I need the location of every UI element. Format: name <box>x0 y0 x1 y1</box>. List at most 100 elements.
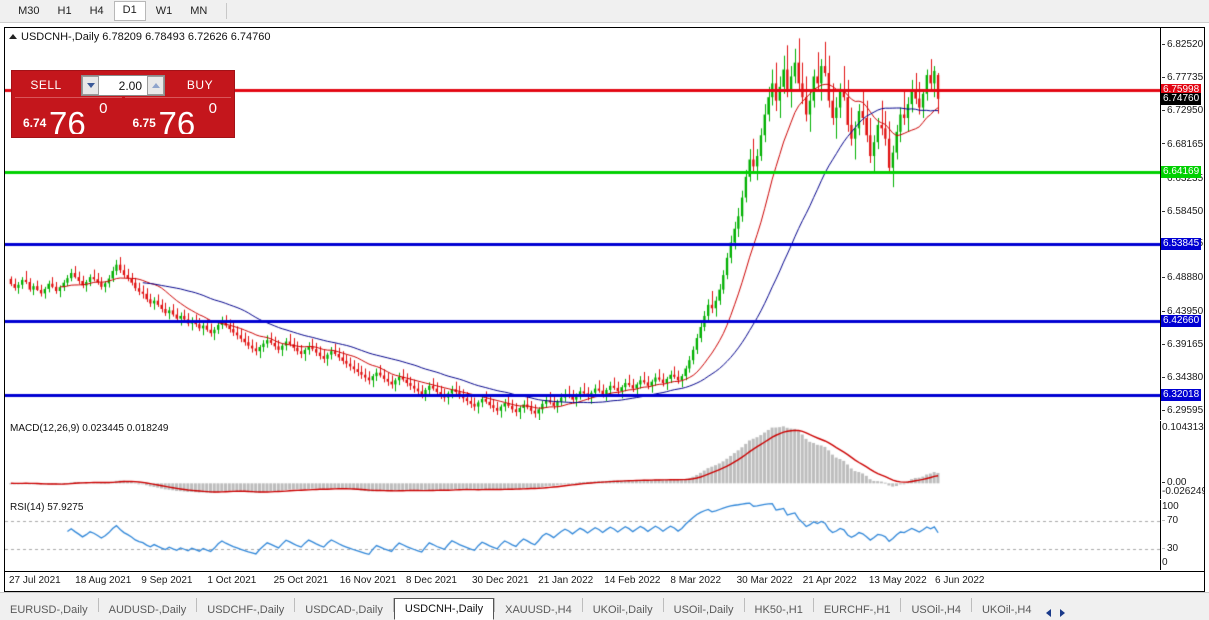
price-tick: 6.48880 <box>1162 272 1203 283</box>
date-axis: 27 Jul 2021 18 Aug 2021 9 Sep 2021 1 Oct 20… <box>5 571 1204 591</box>
rsi-tick: 0 <box>1162 557 1168 568</box>
sell-price-pips: 76 <box>49 105 86 134</box>
price-tick: 6.34380 <box>1162 373 1203 383</box>
chevron-up-icon <box>151 83 160 88</box>
rsi-scale: 100 70 30 0 <box>1160 500 1204 570</box>
buy-price-prefix: 6.75 <box>132 116 156 130</box>
buy-price-fraction: 0 <box>208 100 217 117</box>
date-label: 30 Dec 2021 <box>472 575 529 586</box>
price-tick: 6.82520 <box>1162 40 1203 50</box>
timeframe-m30[interactable]: M30 <box>18 5 40 17</box>
timeframe-h1[interactable]: H1 <box>57 5 72 17</box>
macd-pane[interactable]: MACD(12,26,9) 0.023445 0.018249 0.104313… <box>5 421 1204 499</box>
tab-separator <box>392 598 394 612</box>
chart-header-label: USDCNH-,Daily 6.78209 6.78493 6.72626 6.… <box>21 31 271 43</box>
price-tick: 6.29595 <box>1162 406 1203 416</box>
tab-scroll-left-icon[interactable] <box>1045 609 1051 617</box>
tab-usoil-daily[interactable]: USOil-,Daily <box>673 604 734 616</box>
price-tag-green: 6.64169 <box>1161 166 1202 179</box>
price-tag-blue: 6.53845 <box>1161 237 1202 250</box>
tab-separator <box>97 598 99 612</box>
price-tick: 6.58450 <box>1162 206 1203 217</box>
tab-separator <box>970 598 972 612</box>
date-label: 16 Nov 2021 <box>339 575 397 586</box>
chart-tabbar: EURUSD-,Daily AUDUSD-,Daily USDCHF-,Daily U… <box>0 592 1209 620</box>
price-tick: 6.68165 <box>1162 139 1203 150</box>
macd-label: MACD(12,26,9) 0.023445 0.018249 <box>10 423 169 434</box>
buy-button[interactable]: BUY <box>169 75 231 96</box>
tab-separator <box>494 598 496 612</box>
timeframe-5[interactable]: 5 <box>0 2 8 20</box>
date-label: 1 Oct 2021 <box>207 575 257 586</box>
date-label: 6 Jun 2022 <box>935 575 985 586</box>
tab-eurusd-daily[interactable]: EURUSD-,Daily <box>10 604 88 616</box>
chevron-down-icon <box>86 83 95 88</box>
timeframe-h4[interactable]: H4 <box>89 5 104 17</box>
date-label: 14 Feb 2022 <box>604 575 661 586</box>
date-label: 27 Jul 2021 <box>9 575 61 586</box>
volume-input[interactable]: 2.00 <box>118 78 142 93</box>
volume-increase-button[interactable] <box>147 76 164 95</box>
macd-tick: 0.00 <box>1162 478 1186 488</box>
rsi-tick: 30 <box>1162 544 1178 554</box>
tab-audusd-daily[interactable]: AUDUSD-,Daily <box>108 604 187 616</box>
price-scale-axis <box>1160 28 1161 420</box>
buy-price-display[interactable]: 6.75 76 0 <box>124 97 231 134</box>
rsi-pane[interactable]: RSI(14) 57.9275 100 70 30 0 <box>5 500 1204 570</box>
tab-separator <box>900 598 902 612</box>
tab-usdcnh-daily[interactable]: USDCNH-,Daily <box>393 598 495 620</box>
date-label: 9 Sep 2021 <box>141 575 193 586</box>
tab-usdchf-daily[interactable]: USDCHF-,Daily <box>207 604 285 616</box>
volume-stepper[interactable]: 2.00 <box>81 75 165 96</box>
tab-ukoil-daily[interactable]: UKOil-,Daily <box>592 604 653 616</box>
timeframe-w1[interactable]: W1 <box>155 5 173 17</box>
rsi-scale-axis <box>1160 500 1161 570</box>
tab-ukoil-h4[interactable]: UKOil-,H4 <box>981 604 1032 616</box>
volume-decrease-button[interactable] <box>82 76 99 95</box>
tab-separator <box>581 598 583 612</box>
timeframe-toolbar: 5 M30 H1 H4 D1 W1 MN <box>0 0 1209 23</box>
date-label: 21 Jan 2022 <box>538 575 594 586</box>
price-tag-blue: 6.42660 <box>1161 315 1202 328</box>
tab-separator <box>196 598 198 612</box>
sell-price-fraction: 0 <box>99 100 108 117</box>
toolbar-separator <box>226 3 228 19</box>
tab-eurchf-h1[interactable]: EURCHF-,H1 <box>823 604 891 616</box>
price-pane[interactable]: USDCNH-,Daily 6.78209 6.78493 6.72626 6.… <box>5 28 1204 420</box>
tab-nav[interactable] <box>1045 609 1065 620</box>
date-label: 13 May 2022 <box>868 575 927 586</box>
macd-scale: 0.104313 0.00 -0.026249 <box>1160 421 1204 499</box>
price-scale[interactable]: 6.825206.777356.729506.681656.632356.584… <box>1160 28 1204 420</box>
timeframe-mn[interactable]: MN <box>190 5 208 17</box>
tab-usdcad-daily[interactable]: USDCAD-,Daily <box>305 604 383 616</box>
price-tick: 6.43950 <box>1162 307 1203 317</box>
date-label: 21 Apr 2022 <box>802 575 857 586</box>
date-label: 8 Mar 2022 <box>670 575 722 586</box>
sell-price-prefix: 6.74 <box>23 116 47 130</box>
sell-price-display[interactable]: 6.74 76 0 <box>15 97 122 134</box>
rsi-tick: 100 <box>1162 501 1179 512</box>
tab-hk50-h1[interactable]: HK50-,H1 <box>754 604 803 616</box>
rsi-label: RSI(14) 57.9275 <box>10 502 84 513</box>
sell-button[interactable]: SELL <box>15 75 77 96</box>
price-tick: 6.39165 <box>1162 340 1203 350</box>
oct-top-row: SELL 2.00 BUY <box>12 71 234 97</box>
price-tag-blue: 6.32018 <box>1161 388 1202 401</box>
timeframe-d1[interactable]: D1 <box>113 1 146 21</box>
price-tick: 6.77735 <box>1162 73 1203 83</box>
date-label: 30 Mar 2022 <box>736 575 793 586</box>
date-label: 25 Oct 2021 <box>273 575 329 586</box>
macd-tick: 0.104313 <box>1162 422 1204 433</box>
tab-separator <box>294 598 296 612</box>
tab-scroll-right-icon[interactable] <box>1059 609 1065 617</box>
rsi-tick: 70 <box>1162 516 1178 526</box>
collapse-triangle-icon[interactable] <box>9 33 17 39</box>
buy-price-pips: 76 <box>158 105 196 134</box>
date-label: 18 Aug 2021 <box>75 575 132 586</box>
one-click-trading-panel[interactable]: SELL 2.00 BUY 6.74 76 0 6.75 <box>11 70 235 138</box>
chart-frame: USDCNH-,Daily 6.78209 6.78493 6.72626 6.… <box>4 27 1205 592</box>
tab-xauusd-h4[interactable]: XAUUSD-,H4 <box>505 604 572 616</box>
macd-scale-axis <box>1160 421 1161 499</box>
tab-usoil-h4[interactable]: USOil-,H4 <box>911 604 961 616</box>
